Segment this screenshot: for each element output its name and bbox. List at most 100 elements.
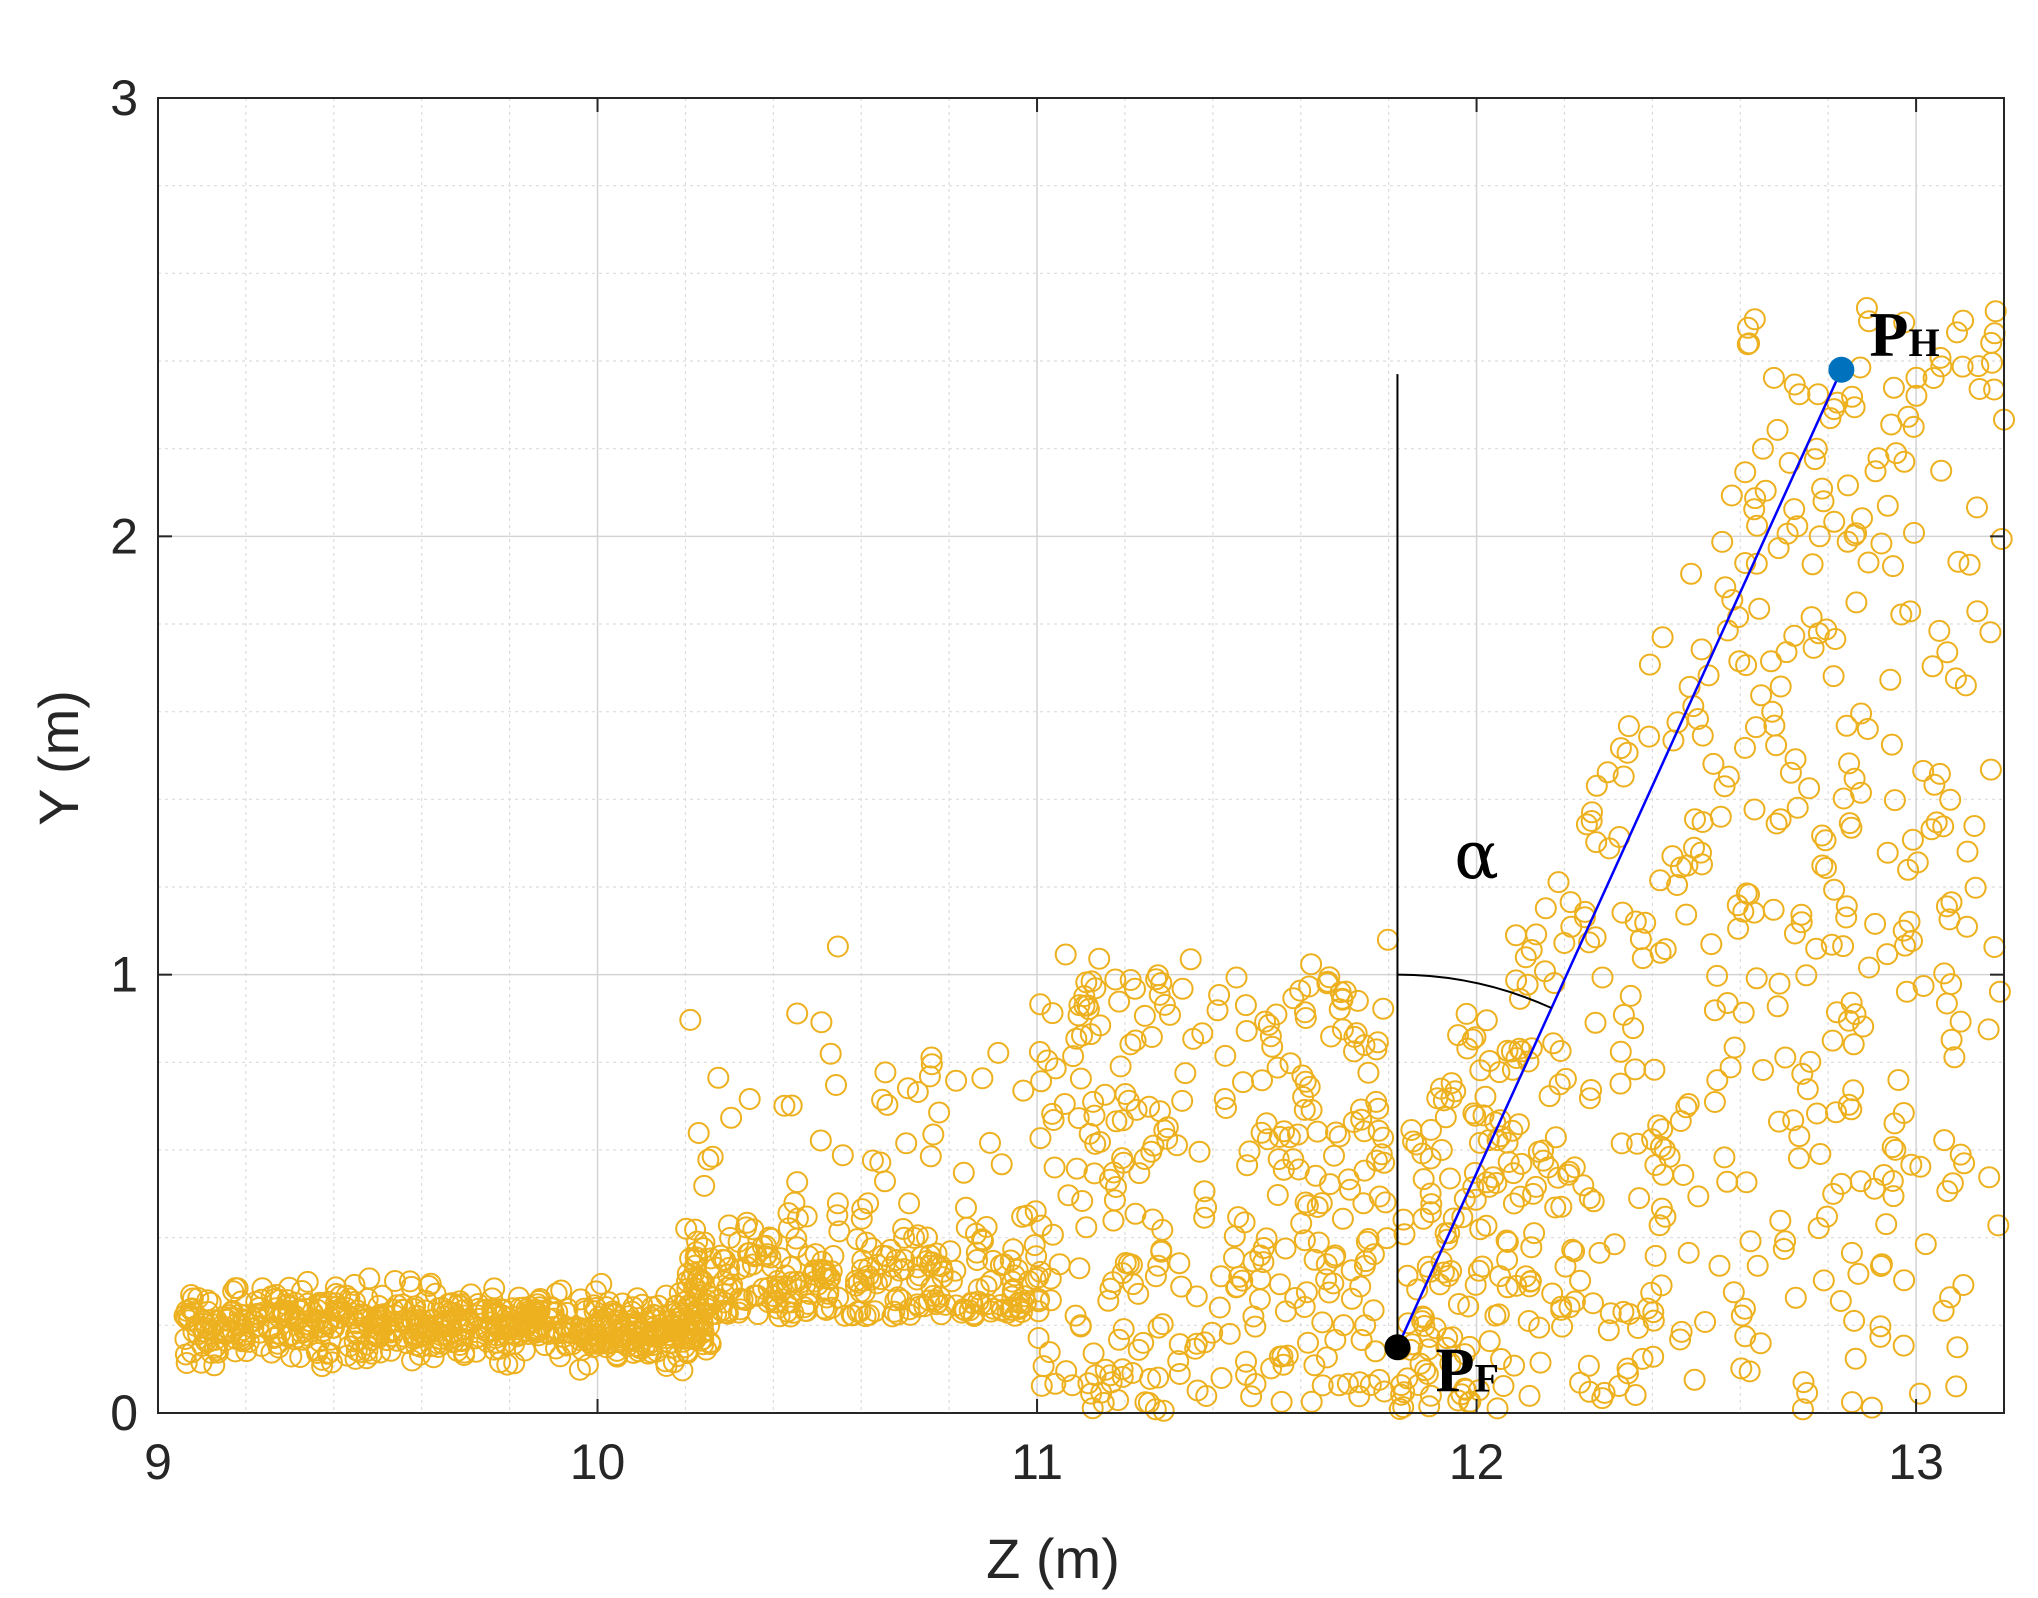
data-point <box>344 1347 367 1370</box>
data-point <box>1624 1384 1647 1406</box>
data-point <box>1638 653 1661 676</box>
data-point <box>1898 910 1921 933</box>
data-point <box>1474 1085 1497 1108</box>
data-point <box>1127 1282 1150 1305</box>
data-point <box>1761 700 1784 723</box>
data-point <box>1271 1345 1294 1368</box>
data-point <box>226 1277 249 1300</box>
data-point <box>1787 1147 1810 1170</box>
data-point <box>851 1258 874 1281</box>
data-point <box>1461 1028 1484 1051</box>
data-point <box>1520 1037 1543 1060</box>
data-point <box>260 1341 283 1364</box>
data-point <box>1145 968 1168 991</box>
data-point <box>1706 1069 1729 1092</box>
data-point <box>1823 510 1846 533</box>
data-point <box>1225 966 1248 989</box>
data-point <box>999 1298 1022 1321</box>
data-point <box>1675 903 1698 926</box>
data-point <box>1745 716 1767 739</box>
data-point <box>1921 655 1944 678</box>
data-point <box>291 1328 314 1351</box>
data-point <box>320 1351 343 1374</box>
angle-arc <box>1397 973 1552 1009</box>
data-point <box>1036 1049 1059 1072</box>
data-point <box>1210 1265 1232 1288</box>
data-point <box>728 1258 751 1281</box>
data-point <box>1306 1196 1329 1218</box>
data-point <box>1208 1296 1231 1319</box>
data-point <box>647 1294 670 1317</box>
data-point <box>1795 964 1818 987</box>
data-point <box>1811 854 1834 877</box>
data-point <box>1272 1353 1295 1376</box>
x-axis-label: Z (m) <box>986 1527 1120 1590</box>
data-point <box>1464 1188 1487 1211</box>
data-point <box>1882 376 1905 399</box>
data-point <box>343 1273 366 1296</box>
data-point <box>1429 1077 1452 1100</box>
data-point <box>1783 498 1806 521</box>
data-point <box>1863 1177 1886 1200</box>
data-point <box>1617 715 1640 738</box>
data-point <box>1870 1253 1893 1276</box>
data-point <box>1687 708 1709 730</box>
data-point <box>1068 1257 1091 1280</box>
data-point <box>1678 675 1701 698</box>
data-point <box>1627 1317 1649 1339</box>
data-point <box>1184 1337 1207 1360</box>
data-point <box>1527 1140 1550 1163</box>
data-point <box>687 1122 710 1144</box>
data-point <box>1713 775 1736 798</box>
data-point <box>1353 1034 1376 1057</box>
data-point <box>481 1287 504 1310</box>
data-point <box>1746 514 1769 537</box>
data-point <box>1936 1180 1959 1203</box>
data-point <box>1254 1010 1277 1033</box>
data-point <box>203 1336 226 1359</box>
data-point <box>928 1101 951 1124</box>
data-point <box>1028 1041 1051 1063</box>
data-point <box>1457 1295 1480 1318</box>
data-point <box>1365 1038 1388 1061</box>
y-tick-label: 1 <box>110 947 138 1003</box>
data-point <box>1323 1246 1346 1269</box>
data-point <box>1029 1127 1052 1150</box>
data-point <box>1475 1009 1498 1032</box>
data-point <box>920 1046 943 1069</box>
data-point <box>1840 816 1863 839</box>
data-point <box>1783 373 1806 396</box>
data-point <box>874 1061 897 1084</box>
data-point <box>1453 1377 1476 1400</box>
data-point <box>448 1290 471 1313</box>
data-point <box>1933 1129 1956 1152</box>
data-point <box>991 1298 1013 1321</box>
data-point <box>1067 1004 1090 1027</box>
data-point <box>1631 947 1654 970</box>
data-point <box>780 1094 803 1117</box>
data-point <box>1815 857 1837 879</box>
data-point <box>1278 1126 1301 1149</box>
data-point <box>1847 1262 1870 1285</box>
data-point <box>874 1170 896 1193</box>
data-point <box>1127 1338 1150 1361</box>
data-point <box>1418 1395 1441 1418</box>
data-point <box>1315 1346 1338 1369</box>
data-point <box>1111 1358 1134 1381</box>
data-point <box>1082 1342 1105 1365</box>
label-pf: PF <box>1435 1334 1499 1405</box>
data-point <box>1628 1187 1651 1210</box>
data-point <box>446 1312 469 1335</box>
data-point <box>1743 308 1766 331</box>
data-point <box>1575 813 1598 836</box>
data-point <box>1585 831 1608 854</box>
data-point <box>897 1077 919 1100</box>
data-point <box>1150 972 1173 994</box>
data-point <box>1558 1296 1581 1319</box>
data-point <box>1894 934 1916 957</box>
data-point <box>1897 858 1920 881</box>
data-point <box>1372 1126 1395 1149</box>
data-point <box>1294 1007 1317 1029</box>
data-point <box>1572 1174 1595 1197</box>
data-point <box>306 1298 329 1321</box>
